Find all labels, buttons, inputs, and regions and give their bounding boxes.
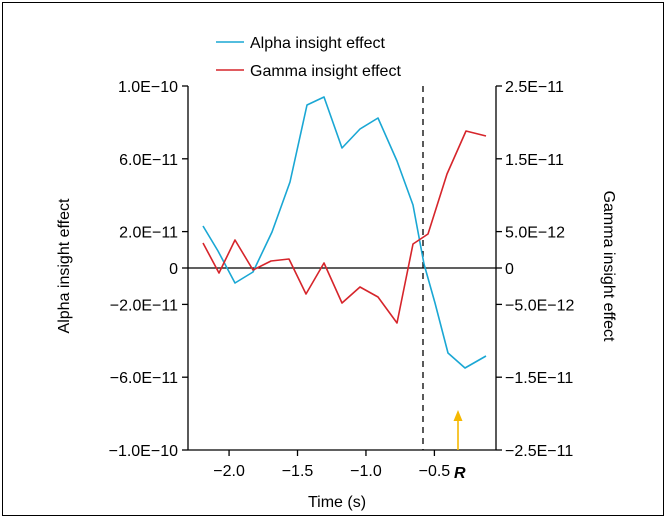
- y-tick-label-right: 0: [505, 261, 514, 278]
- y-tick-label-left: −1.0E−10: [109, 443, 179, 460]
- y-tick-label-right: −5.0E−12: [505, 297, 575, 314]
- x-tick-label: −1.0: [350, 463, 382, 480]
- series-alpha-line: [202, 96, 487, 369]
- legend-label-gamma: Gamma insight effect: [250, 63, 401, 80]
- x-axis-label: Time (s): [308, 494, 366, 511]
- legend: Alpha insight effect Gamma insight effec…: [216, 35, 401, 80]
- x-tick-label: −0.5: [419, 463, 451, 480]
- chart-frame: [2, 2, 664, 516]
- y-tick-label-right: 1.5E−11: [505, 152, 564, 169]
- legend-label-alpha: Alpha insight effect: [250, 35, 385, 52]
- y-tick-label-left: 1.0E−10: [118, 79, 178, 96]
- y-tick-label-left: 0: [169, 261, 178, 278]
- y-tick-label-right: 5.0E−12: [505, 225, 565, 242]
- r-label: R: [454, 465, 466, 482]
- x-tick-label: −1.5: [282, 463, 314, 480]
- y-tick-label-left: 2.0E−11: [119, 225, 178, 242]
- r-annotation: R: [453, 410, 466, 482]
- y-tick-label-left: −2.0E−11: [110, 297, 178, 314]
- y-axis-label-left: Alpha insight effect: [56, 198, 73, 333]
- plot-area: [202, 86, 487, 450]
- y-tick-label-right: −2.5E−11: [505, 443, 573, 460]
- r-arrow-head: [453, 410, 463, 421]
- series-gamma-line: [202, 130, 487, 324]
- x-tick-label: −2.0: [213, 463, 245, 480]
- y-tick-label-right: −1.5E−11: [505, 370, 573, 387]
- axes: 1.0E−10 6.0E−11 2.0E−11 0 −2.0E−11 −6.0E−11 −1…: [109, 79, 575, 480]
- y-tick-label-left: 6.0E−11: [119, 152, 178, 169]
- y-axis-label-right: Gamma insight effect: [600, 191, 617, 342]
- y-tick-label-left: −6.0E−11: [110, 370, 178, 387]
- y-tick-label-right: 2.5E−11: [505, 79, 564, 96]
